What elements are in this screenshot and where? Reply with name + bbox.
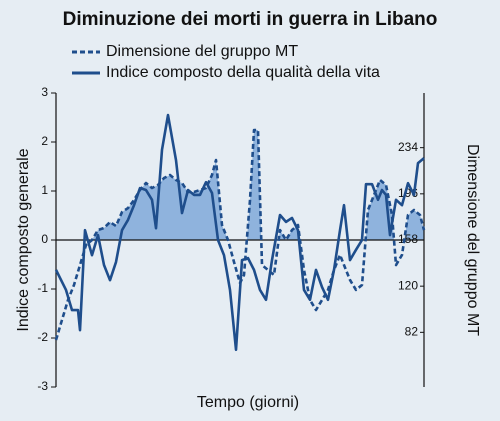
y-axis-label: Indice composto generale	[15, 148, 32, 331]
y-tick-label: 1	[41, 183, 48, 197]
y-tick-label: 2	[41, 134, 48, 148]
y2-axis-label: Dimensione del gruppo MT	[464, 144, 481, 336]
y2-tick-label: 120	[398, 278, 418, 292]
legend-label: Dimensione del gruppo MT	[106, 43, 298, 60]
y-tick-label: -3	[37, 379, 48, 393]
line	[54, 128, 426, 341]
y-tick-label: -2	[37, 330, 48, 344]
y-tick-label: 0	[41, 232, 48, 246]
y2-tick-label: 82	[405, 325, 419, 339]
area-fill	[56, 130, 424, 240]
y-tick-label: 3	[41, 85, 48, 99]
y2-tick-label: 158	[398, 232, 418, 246]
y2-tick-label: 234	[398, 140, 418, 154]
chart-title: Diminuzione dei morti in guerra in Liban…	[63, 9, 438, 30]
line	[54, 113, 425, 352]
x-axis-label: Tempo (giorni)	[197, 394, 299, 411]
y-tick-label: -1	[37, 281, 48, 295]
legend-label: Indice composto della qualità della vita	[106, 64, 380, 81]
